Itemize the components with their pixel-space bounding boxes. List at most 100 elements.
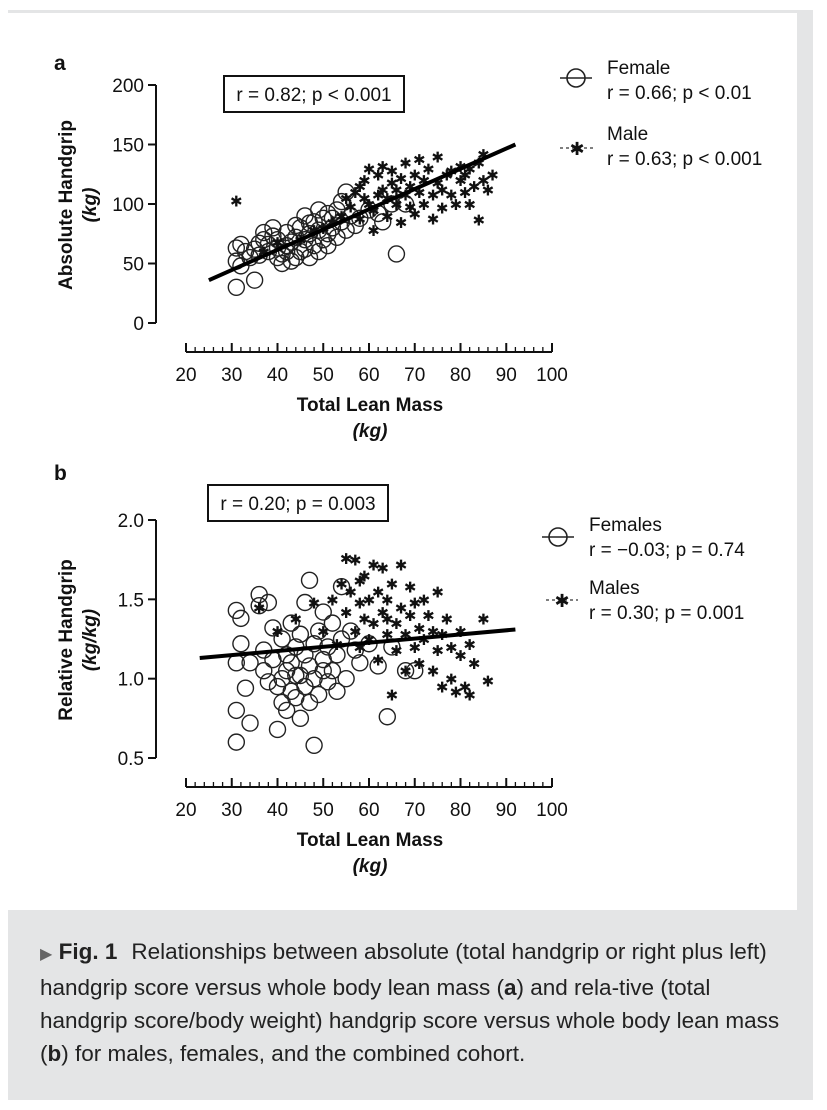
female-point (337, 183, 355, 201)
male-point: ✱ (422, 608, 435, 625)
x-tick-label: 40 (267, 365, 288, 386)
male-point: ✱ (450, 197, 463, 214)
female-point (287, 216, 305, 235)
male-point: ✱ (326, 592, 339, 609)
chart-a: a r = 0.82; p < 0.001 Absolute Handgrip … (54, 52, 762, 442)
female-point (232, 635, 250, 653)
female-point (227, 278, 246, 296)
male-point: ✱ (390, 197, 403, 214)
male-point: ✱ (399, 155, 412, 172)
male-point: ✱ (463, 197, 476, 214)
male-point: ✱ (340, 605, 353, 622)
male-point: ✱ (459, 185, 472, 202)
male-point: ✱ (230, 193, 243, 210)
female-point (277, 223, 296, 242)
male-point: ✱ (445, 640, 458, 657)
ylabel-unit-b: (kg/kg) (80, 609, 101, 671)
x-tick-label: 90 (496, 365, 517, 386)
y-tick-label: 50 (123, 255, 144, 276)
female-point (255, 662, 273, 680)
x-tick-label: 30 (221, 800, 242, 821)
male-point: ✱ (340, 551, 353, 568)
y-tick-label: 0.5 (118, 749, 144, 770)
female-point (250, 234, 268, 252)
female-point (406, 662, 424, 680)
panel-label-a: a (54, 52, 66, 75)
male-point: ✱ (477, 611, 490, 628)
female-point (305, 635, 323, 653)
male-point: ✱ (381, 611, 394, 628)
annotation-box-a (223, 75, 405, 113)
male-point: ✱ (408, 167, 421, 184)
legend-b: Females r = −0.03; p = 0.74 ✱ Males r = … (542, 515, 745, 624)
male-point: ✱ (372, 167, 385, 184)
female-point (277, 701, 296, 720)
legend-a: Female r = 0.66; p < 0.01 ✱ Male r = 0.6… (560, 58, 762, 170)
female-point (332, 577, 351, 596)
x-tick-label: 100 (536, 800, 568, 821)
male-point: ✱ (459, 680, 472, 697)
male-point: ✱ (376, 605, 389, 622)
male-point: ✱ (271, 624, 284, 641)
female-point (378, 708, 396, 726)
male-point: ✱ (358, 191, 371, 208)
x-tick-label: 90 (496, 800, 517, 821)
female-point (227, 701, 246, 720)
male-point: ✱ (399, 664, 412, 681)
female-point (387, 245, 406, 263)
female-point (232, 609, 250, 628)
male-point: ✱ (436, 183, 449, 200)
female-point (396, 662, 415, 680)
male-point: ✱ (390, 616, 403, 633)
male-point: ✱ (445, 187, 458, 204)
x-tick-label: 100 (536, 365, 568, 386)
x-tick-label: 50 (313, 365, 334, 386)
legend-male-name: Male (607, 124, 648, 145)
female-point (300, 214, 319, 232)
female-point (332, 213, 351, 231)
female-point (227, 239, 246, 257)
male-point: ✱ (376, 561, 389, 578)
female-point (282, 252, 300, 270)
female-point (305, 736, 323, 755)
figure-caption: ▶ Fig. 1 Relationships between absolute (… (40, 935, 780, 1070)
female-point (396, 195, 415, 213)
legend-female-stat: r = 0.66; p < 0.01 (607, 83, 752, 104)
female-point (323, 662, 342, 680)
panel-label-b: b (54, 462, 67, 485)
y-tick-label: 2.0 (118, 511, 144, 532)
male-point: ✱ (386, 688, 399, 705)
female-point (360, 201, 378, 219)
female-point (309, 242, 328, 261)
chart-b: b r = 0.20; p = 0.003 Relative Handgrip … (54, 462, 745, 877)
female-point (250, 596, 268, 615)
male-point: ✱ (413, 152, 426, 169)
x-tick-label: 60 (358, 800, 379, 821)
caption-text-3: ) for males, females, and the combined c… (61, 1041, 526, 1066)
male-point: ✱ (431, 584, 444, 601)
female-point (305, 236, 323, 255)
female-point (264, 227, 282, 245)
female-point (374, 213, 392, 231)
female-point (291, 666, 310, 685)
female-point (328, 682, 346, 701)
male-point: ✱ (317, 624, 330, 641)
female-point (245, 271, 264, 289)
male-point: ✱ (354, 573, 367, 590)
xlabel-a: Total Lean Mass (297, 395, 443, 416)
male-point: ✱ (440, 611, 453, 628)
female-point (332, 192, 351, 211)
xlabel-b: Total Lean Mass (297, 830, 443, 851)
male-point: ✱ (344, 584, 357, 601)
legend-males-stat: r = 0.30; p = 0.001 (589, 603, 744, 624)
annotation-b: r = 0.20; p = 0.003 (220, 494, 375, 515)
regression-line (208, 142, 517, 282)
female-point (236, 242, 255, 261)
male-point: ✱ (354, 179, 367, 196)
female-point (319, 673, 337, 691)
female-point (259, 673, 278, 691)
x-tick-label: 70 (404, 365, 425, 386)
male-point: ✱ (349, 185, 362, 202)
female-point (255, 223, 273, 242)
male-point: ✱ (363, 161, 376, 178)
